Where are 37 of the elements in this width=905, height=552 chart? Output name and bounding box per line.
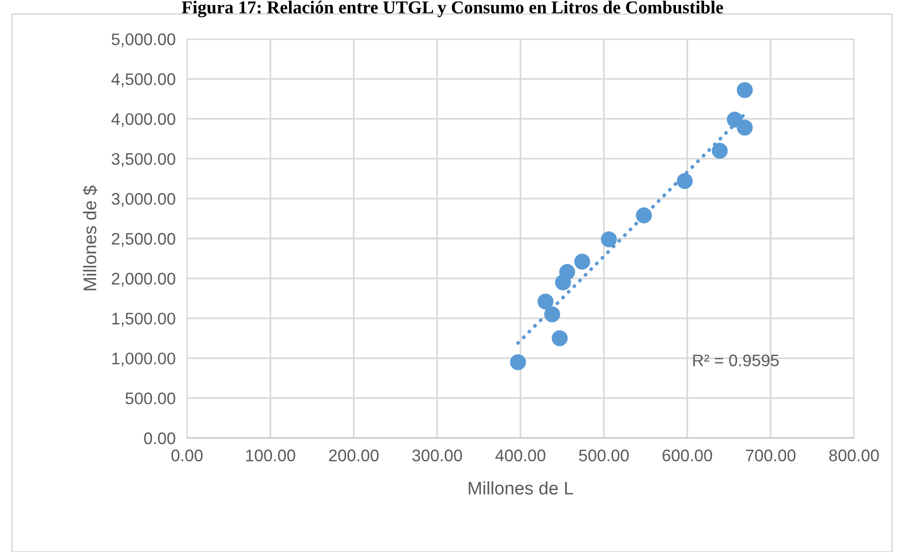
point bbox=[712, 142, 728, 159]
point bbox=[574, 254, 590, 270]
point bbox=[736, 120, 753, 136]
x-tick-label: 100.00 bbox=[246, 450, 296, 462]
point bbox=[736, 82, 753, 98]
point bbox=[676, 173, 693, 190]
point bbox=[544, 306, 560, 322]
y-tick-label: 4,500.00 bbox=[111, 73, 176, 88]
y-tick-label: 0.00 bbox=[144, 432, 176, 444]
point bbox=[726, 112, 743, 128]
x-tick-label: 300.00 bbox=[412, 450, 462, 462]
y-tick-label: 500.00 bbox=[126, 392, 176, 404]
y-tick-label: 3,000.00 bbox=[112, 193, 176, 207]
point bbox=[510, 354, 526, 370]
point bbox=[538, 294, 554, 310]
x-tick-label: 0.00 bbox=[171, 450, 203, 462]
y-tick-label: 5,000.00 bbox=[112, 33, 176, 48]
x-tick-label: 600.00 bbox=[662, 450, 712, 462]
annotation: R² = 0.9595 bbox=[693, 354, 779, 366]
point bbox=[552, 330, 568, 346]
y-tick-label: 4,000.00 bbox=[111, 113, 176, 127]
y-tick-label: 2,000.00 bbox=[112, 272, 176, 287]
x-tick-label: 800.00 bbox=[829, 450, 879, 462]
y-tick-label: 1,000.00 bbox=[112, 352, 176, 366]
point bbox=[636, 207, 652, 224]
x-axis-title: Millones de L bbox=[468, 481, 574, 495]
y-tick-label: 3,500.00 bbox=[112, 153, 176, 167]
y-axis-title: Millones de $ bbox=[82, 186, 98, 290]
point bbox=[600, 231, 617, 248]
x-tick-label: 500.00 bbox=[579, 450, 629, 462]
y-tick-label: 2,500.00 bbox=[112, 232, 176, 247]
x-tick-label: 700.00 bbox=[746, 450, 796, 462]
chart-title: Figura 17: Relación entre UTGL y Consumo en Litros de Combustible bbox=[182, 0, 724, 18]
x-tick-label: 400.00 bbox=[495, 450, 546, 462]
y-tick-label: 1,500.00 bbox=[112, 312, 176, 326]
point bbox=[559, 264, 576, 280]
x-tick-label: 200.00 bbox=[329, 450, 379, 462]
